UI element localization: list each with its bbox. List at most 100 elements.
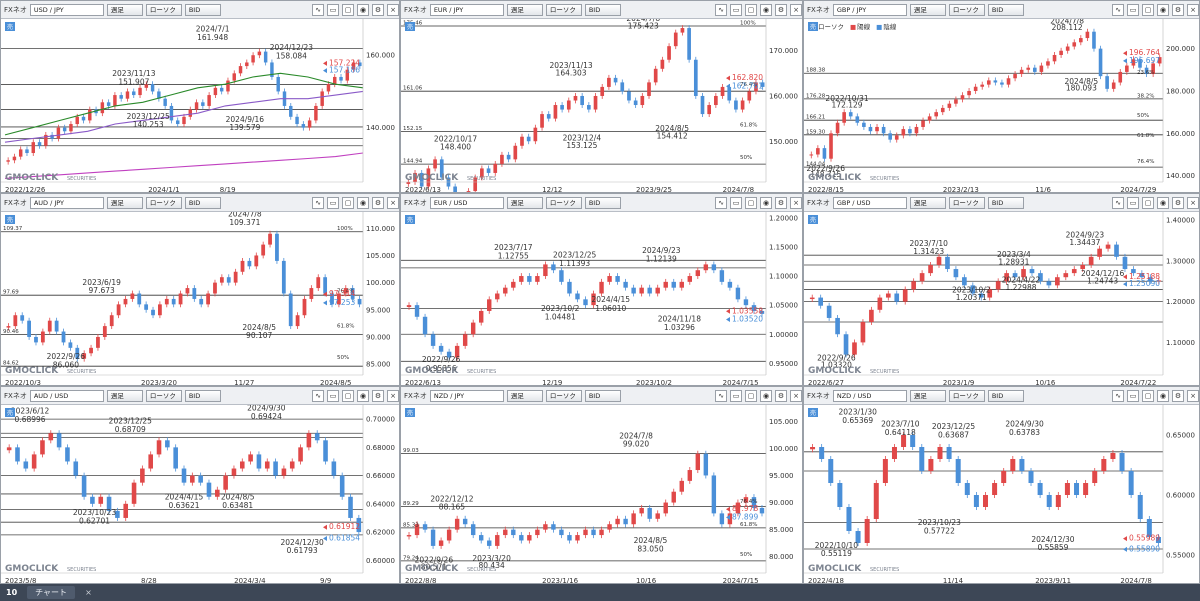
chart-svg[interactable]: 1.40000 1.30000 1.20000 1.10000 2022/6/27 202… (804, 212, 1200, 386)
camera-icon[interactable]: ◉ (760, 3, 772, 16)
price-type-select[interactable]: BID (584, 389, 621, 402)
camera-icon[interactable]: ◉ (357, 196, 369, 209)
chart-svg[interactable]: 160.000 140.000 2022/12/26 2024/1/1 8/19 2024… (1, 19, 400, 193)
camera-icon[interactable]: ◉ (357, 3, 369, 16)
trend-icon[interactable]: ∿ (312, 389, 324, 402)
price-type-select[interactable]: BID (584, 196, 621, 209)
chart-area[interactable]: 105.000 100.000 95.000 90.000 85.000 80.000 20… (401, 405, 802, 583)
close-icon[interactable]: × (790, 389, 802, 402)
camera-icon[interactable]: ◉ (760, 389, 772, 402)
settings-icon[interactable]: ⚙ (1172, 196, 1184, 209)
camera-icon[interactable]: ◉ (1157, 389, 1169, 402)
chart-svg[interactable]: 110.000 105.000 100.000 95.000 90.000 85.000 2… (1, 212, 400, 386)
chart-area[interactable]: 0.70000 0.68000 0.66000 0.64000 0.62000 0.600… (1, 405, 399, 583)
close-icon[interactable]: × (790, 3, 802, 16)
close-icon[interactable]: × (387, 3, 399, 16)
price-type-select[interactable]: BID (184, 389, 221, 402)
period-select[interactable]: 週足 (506, 196, 543, 209)
chart-icon[interactable]: ▭ (730, 3, 742, 16)
price-type-select[interactable]: BID (184, 3, 221, 16)
symbol-select[interactable]: USD / JPY (29, 3, 104, 16)
chart-svg[interactable]: 0.65000 0.60000 0.55000 2022/4/18 11/14 2023/… (804, 405, 1200, 584)
chart-icon[interactable]: ▭ (730, 196, 742, 209)
symbol-select[interactable]: AUD / JPY (29, 196, 104, 209)
chart-svg[interactable]: 170.000 160.000 150.000 2022/6/13 12/12 2023/… (401, 19, 803, 193)
chart-type-select[interactable]: ローソク (145, 389, 182, 402)
trend-icon[interactable]: ∿ (1112, 389, 1124, 402)
price-type-select[interactable]: BID (987, 389, 1024, 402)
chart-icon[interactable]: ▭ (1127, 389, 1139, 402)
close-icon[interactable]: × (1187, 389, 1199, 402)
price-type-select[interactable]: BID (987, 196, 1024, 209)
chart-type-select[interactable]: ローソク (948, 196, 985, 209)
trend-icon[interactable]: ∿ (715, 3, 727, 16)
trend-icon[interactable]: ∿ (1112, 196, 1124, 209)
chart-type-select[interactable]: ローソク (545, 196, 582, 209)
window-icon[interactable]: ▢ (1142, 3, 1154, 16)
period-select[interactable]: 週足 (909, 3, 946, 16)
symbol-select[interactable]: EUR / USD (429, 196, 504, 209)
settings-icon[interactable]: ⚙ (1172, 389, 1184, 402)
chart-area[interactable]: 0.65000 0.60000 0.55000 2022/4/18 11/14 2023/… (804, 405, 1199, 583)
settings-icon[interactable]: ⚙ (775, 196, 787, 209)
symbol-select[interactable]: NZD / JPY (429, 389, 504, 402)
trend-icon[interactable]: ∿ (715, 196, 727, 209)
chart-icon[interactable]: ▭ (1127, 3, 1139, 16)
window-icon[interactable]: ▢ (745, 196, 757, 209)
window-icon[interactable]: ▢ (1142, 389, 1154, 402)
settings-icon[interactable]: ⚙ (775, 389, 787, 402)
window-icon[interactable]: ▢ (745, 389, 757, 402)
period-select[interactable]: 週足 (506, 389, 543, 402)
close-icon[interactable]: × (387, 389, 399, 402)
trend-icon[interactable]: ∿ (1112, 3, 1124, 16)
trend-icon[interactable]: ∿ (715, 389, 727, 402)
chart-svg[interactable]: 200.000 180.000 160.000 140.000 2022/8/15 202… (804, 19, 1200, 193)
settings-icon[interactable]: ⚙ (372, 3, 384, 16)
chart-svg[interactable]: 1.20000 1.15000 1.10000 1.05000 1.00000 0.950… (401, 212, 803, 386)
close-icon[interactable]: × (1187, 196, 1199, 209)
camera-icon[interactable]: ◉ (760, 196, 772, 209)
chart-icon[interactable]: ▭ (1127, 196, 1139, 209)
period-select[interactable]: 週足 (106, 389, 143, 402)
chart-icon[interactable]: ▭ (327, 389, 339, 402)
symbol-select[interactable]: GBP / JPY (832, 3, 907, 16)
chart-tab[interactable]: チャート (27, 586, 76, 599)
period-select[interactable]: 週足 (909, 389, 946, 402)
camera-icon[interactable]: ◉ (1157, 3, 1169, 16)
camera-icon[interactable]: ◉ (1157, 196, 1169, 209)
window-icon[interactable]: ▢ (342, 389, 354, 402)
camera-icon[interactable]: ◉ (357, 389, 369, 402)
close-icon[interactable]: × (1187, 3, 1199, 16)
symbol-select[interactable]: NZD / USD (832, 389, 907, 402)
symbol-select[interactable]: EUR / JPY (429, 3, 504, 16)
period-select[interactable]: 週足 (106, 3, 143, 16)
chart-icon[interactable]: ▭ (327, 3, 339, 16)
price-type-select[interactable]: BID (987, 3, 1024, 16)
trend-icon[interactable]: ∿ (312, 3, 324, 16)
chart-type-select[interactable]: ローソク (948, 3, 985, 16)
chart-type-select[interactable]: ローソク (145, 196, 182, 209)
chart-type-select[interactable]: ローソク (545, 389, 582, 402)
chart-svg[interactable]: 0.70000 0.68000 0.66000 0.64000 0.62000 0.600… (1, 405, 400, 584)
settings-icon[interactable]: ⚙ (372, 196, 384, 209)
chart-icon[interactable]: ▭ (730, 389, 742, 402)
window-icon[interactable]: ▢ (342, 196, 354, 209)
chart-type-select[interactable]: ローソク (948, 389, 985, 402)
close-icon[interactable]: × (387, 196, 399, 209)
chart-area[interactable]: 200.000 180.000 160.000 140.000 2022/8/15 202… (804, 19, 1199, 192)
chart-area[interactable]: 110.000 105.000 100.000 95.000 90.000 85.000 2… (1, 212, 399, 385)
close-icon[interactable]: × (790, 196, 802, 209)
period-select[interactable]: 週足 (909, 196, 946, 209)
symbol-select[interactable]: GBP / USD (832, 196, 907, 209)
settings-icon[interactable]: ⚙ (775, 3, 787, 16)
settings-icon[interactable]: ⚙ (372, 389, 384, 402)
price-type-select[interactable]: BID (184, 196, 221, 209)
chart-area[interactable]: 170.000 160.000 150.000 2022/6/13 12/12 2023/… (401, 19, 802, 192)
trend-icon[interactable]: ∿ (312, 196, 324, 209)
settings-icon[interactable]: ⚙ (1172, 3, 1184, 16)
period-select[interactable]: 週足 (506, 3, 543, 16)
chart-area[interactable]: 160.000 140.000 2022/12/26 2024/1/1 8/19 2024… (1, 19, 399, 192)
chart-area[interactable]: 1.20000 1.15000 1.10000 1.05000 1.00000 0.950… (401, 212, 802, 385)
chart-svg[interactable]: 105.000 100.000 95.000 90.000 85.000 80.000 20… (401, 405, 803, 584)
chart-type-select[interactable]: ローソク (145, 3, 182, 16)
